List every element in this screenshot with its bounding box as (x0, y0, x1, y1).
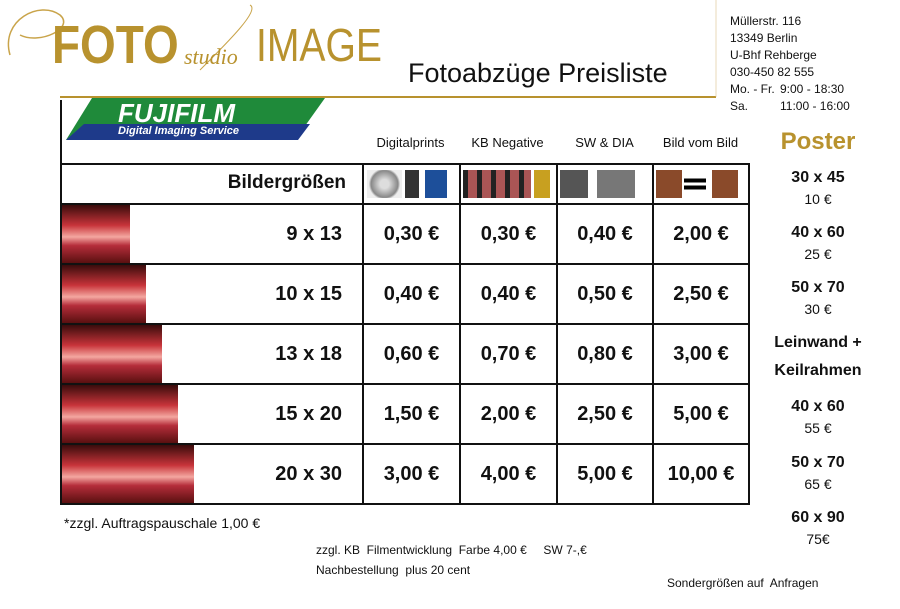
poster-size: 50 x 70 (791, 453, 845, 471)
column-header: KB Negative (471, 135, 544, 150)
price: 2,00 € (480, 402, 537, 425)
price: 0,30 € (383, 222, 440, 245)
hours-line: Sa. 11:00 - 16:00 (730, 98, 850, 115)
print-size: 9 x 13 (286, 222, 342, 245)
price: 10,00 € (667, 462, 735, 485)
poster-price: 55 € (804, 420, 832, 436)
price: 2,50 € (673, 282, 729, 305)
poster-price: 25 € (804, 246, 832, 262)
poster-price: 30 € (804, 301, 832, 317)
table-border (60, 443, 750, 445)
poster-price: 10 € (804, 191, 832, 207)
price: 0,60 € (383, 342, 440, 365)
poster-size: 50 x 70 (791, 279, 845, 296)
address-line: Müllerstr. 116 (730, 14, 802, 28)
poster-price: 65 € (804, 475, 832, 492)
icon (712, 170, 738, 198)
table-border (748, 163, 750, 503)
title: Fotoabzüge Preisliste (408, 58, 668, 88)
footnote: Nachbestellung plus 20 cent (316, 563, 471, 577)
hours-time: 9:00 - 18:30 (780, 82, 845, 96)
price: 5,00 € (577, 462, 633, 485)
footnote: Sondergrößen auf Anfragen (667, 576, 819, 590)
swirl (7, 9, 65, 56)
table-border (60, 503, 750, 505)
logo-image: IMAGE (256, 19, 383, 71)
price: 0,40 € (577, 222, 633, 245)
price: 0,70 € (480, 342, 537, 365)
canvas-title: Leinwand + (774, 334, 862, 351)
hours-days: Sa. (730, 99, 749, 113)
table-border (60, 383, 750, 385)
table-border (652, 163, 654, 503)
price: 5,00 € (673, 402, 729, 425)
price: 1,50 € (383, 402, 440, 425)
column-header: SW & DIA (575, 135, 634, 150)
icon (425, 170, 447, 198)
poster-size: 40 x 60 (791, 398, 845, 415)
logo-foto: FOTO (52, 15, 179, 75)
print-size: 15 x 20 (275, 402, 342, 425)
address-line: 030-450 82 555 (730, 65, 815, 79)
address-line: U-Bhf Rehberge (730, 48, 817, 62)
icon (405, 170, 419, 198)
table-border (556, 163, 558, 503)
price: 3,00 € (383, 462, 440, 485)
poster-title: Poster (780, 128, 856, 155)
print-size: 13 x 18 (275, 342, 342, 365)
row-photo (62, 445, 194, 503)
table-border (362, 163, 364, 503)
hours-days: Mo. - Fr. (730, 82, 775, 96)
table-border (60, 263, 750, 265)
icon (597, 170, 635, 198)
address-line: 13349 Berlin (730, 31, 798, 45)
row-photo (62, 265, 146, 323)
price: 0,40 € (383, 282, 440, 305)
price: 0,80 € (577, 342, 633, 365)
poster-size: 40 x 60 (791, 224, 845, 241)
poster-price: 75€ (806, 531, 830, 547)
brand-tagline: Digital Imaging Service (118, 125, 240, 137)
address: Müllerstr. 116 13349 Berlin U-Bhf Rehberge… (730, 13, 850, 115)
poster-size: 60 x 90 (791, 509, 845, 526)
poster-size: 30 x 45 (791, 169, 845, 186)
price: 2,50 € (577, 402, 633, 425)
row-photo (62, 205, 130, 263)
column-header: Digitalprints (376, 135, 445, 150)
column-header: Bild vom Bild (662, 135, 739, 150)
size-header: Bildergrößen (227, 172, 346, 193)
icon (534, 170, 550, 198)
table-border (60, 323, 750, 325)
canvas-title: Keilrahmen (774, 362, 862, 379)
brand-name: FUJIFILM (118, 98, 235, 128)
footnote: zzgl. KB Filmentwicklung Farbe 4,00 € SW… (316, 543, 587, 557)
row-photo (62, 325, 162, 383)
fuji-banner (66, 124, 310, 140)
price: 0,30 € (480, 222, 537, 245)
table-border (60, 100, 62, 503)
footnote: *zzgl. Auftragspauschale 1,00 € (64, 515, 261, 531)
price: 0,50 € (577, 282, 633, 305)
icon (684, 170, 706, 198)
logo-studio: studio (184, 44, 238, 69)
icon (367, 170, 402, 198)
icon (560, 170, 588, 198)
table-border (60, 203, 750, 205)
price: 3,00 € (673, 342, 729, 365)
swirl (199, 4, 253, 71)
icon (656, 170, 682, 198)
price: 0,40 € (480, 282, 537, 305)
hours-line: Mo. - Fr. 9:00 - 18:30 (730, 81, 850, 98)
hours-time: 11:00 - 16:00 (780, 99, 850, 113)
print-size: 10 x 15 (275, 282, 342, 305)
print-size: 20 x 30 (275, 462, 342, 485)
table-border (60, 163, 750, 165)
icon (463, 170, 531, 198)
table-border (459, 163, 461, 503)
price: 4,00 € (480, 462, 537, 485)
price: 2,00 € (673, 222, 729, 245)
row-photo (62, 385, 178, 443)
